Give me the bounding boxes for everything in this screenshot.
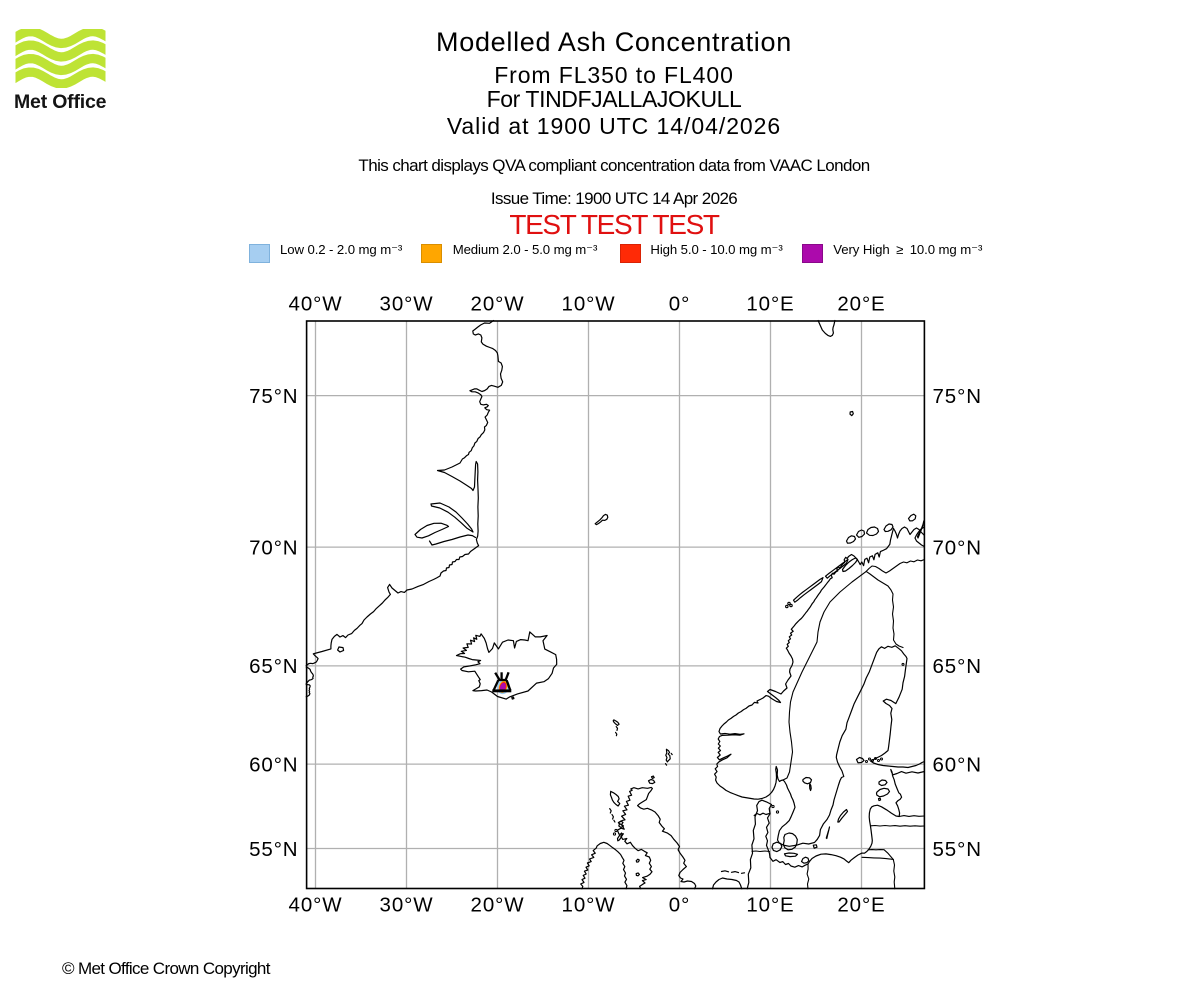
svg-text:10°W: 10°W: [562, 293, 616, 316]
svg-text:75°N: 75°N: [249, 385, 298, 408]
svg-text:65°N: 65°N: [249, 655, 298, 678]
svg-text:20°E: 20°E: [837, 293, 885, 316]
svg-text:70°N: 70°N: [249, 536, 298, 559]
svg-text:60°N: 60°N: [933, 753, 982, 776]
svg-text:10°E: 10°E: [746, 894, 794, 917]
svg-text:30°W: 30°W: [380, 894, 434, 917]
svg-text:0°: 0°: [669, 894, 690, 917]
svg-text:65°N: 65°N: [933, 655, 982, 678]
svg-text:60°N: 60°N: [249, 753, 298, 776]
svg-text:10°W: 10°W: [562, 894, 616, 917]
svg-text:20°W: 20°W: [471, 894, 525, 917]
svg-text:75°N: 75°N: [933, 385, 982, 408]
svg-text:30°W: 30°W: [380, 293, 434, 316]
svg-text:0°: 0°: [669, 293, 690, 316]
svg-text:20°W: 20°W: [471, 293, 525, 316]
svg-text:20°E: 20°E: [837, 894, 885, 917]
svg-text:40°W: 40°W: [289, 293, 343, 316]
svg-text:Met Office: Met Office: [14, 91, 107, 113]
svg-text:70°N: 70°N: [933, 536, 982, 559]
svg-text:55°N: 55°N: [249, 838, 298, 861]
svg-text:10°E: 10°E: [746, 293, 794, 316]
svg-text:40°W: 40°W: [289, 894, 343, 917]
svg-text:55°N: 55°N: [933, 838, 982, 861]
